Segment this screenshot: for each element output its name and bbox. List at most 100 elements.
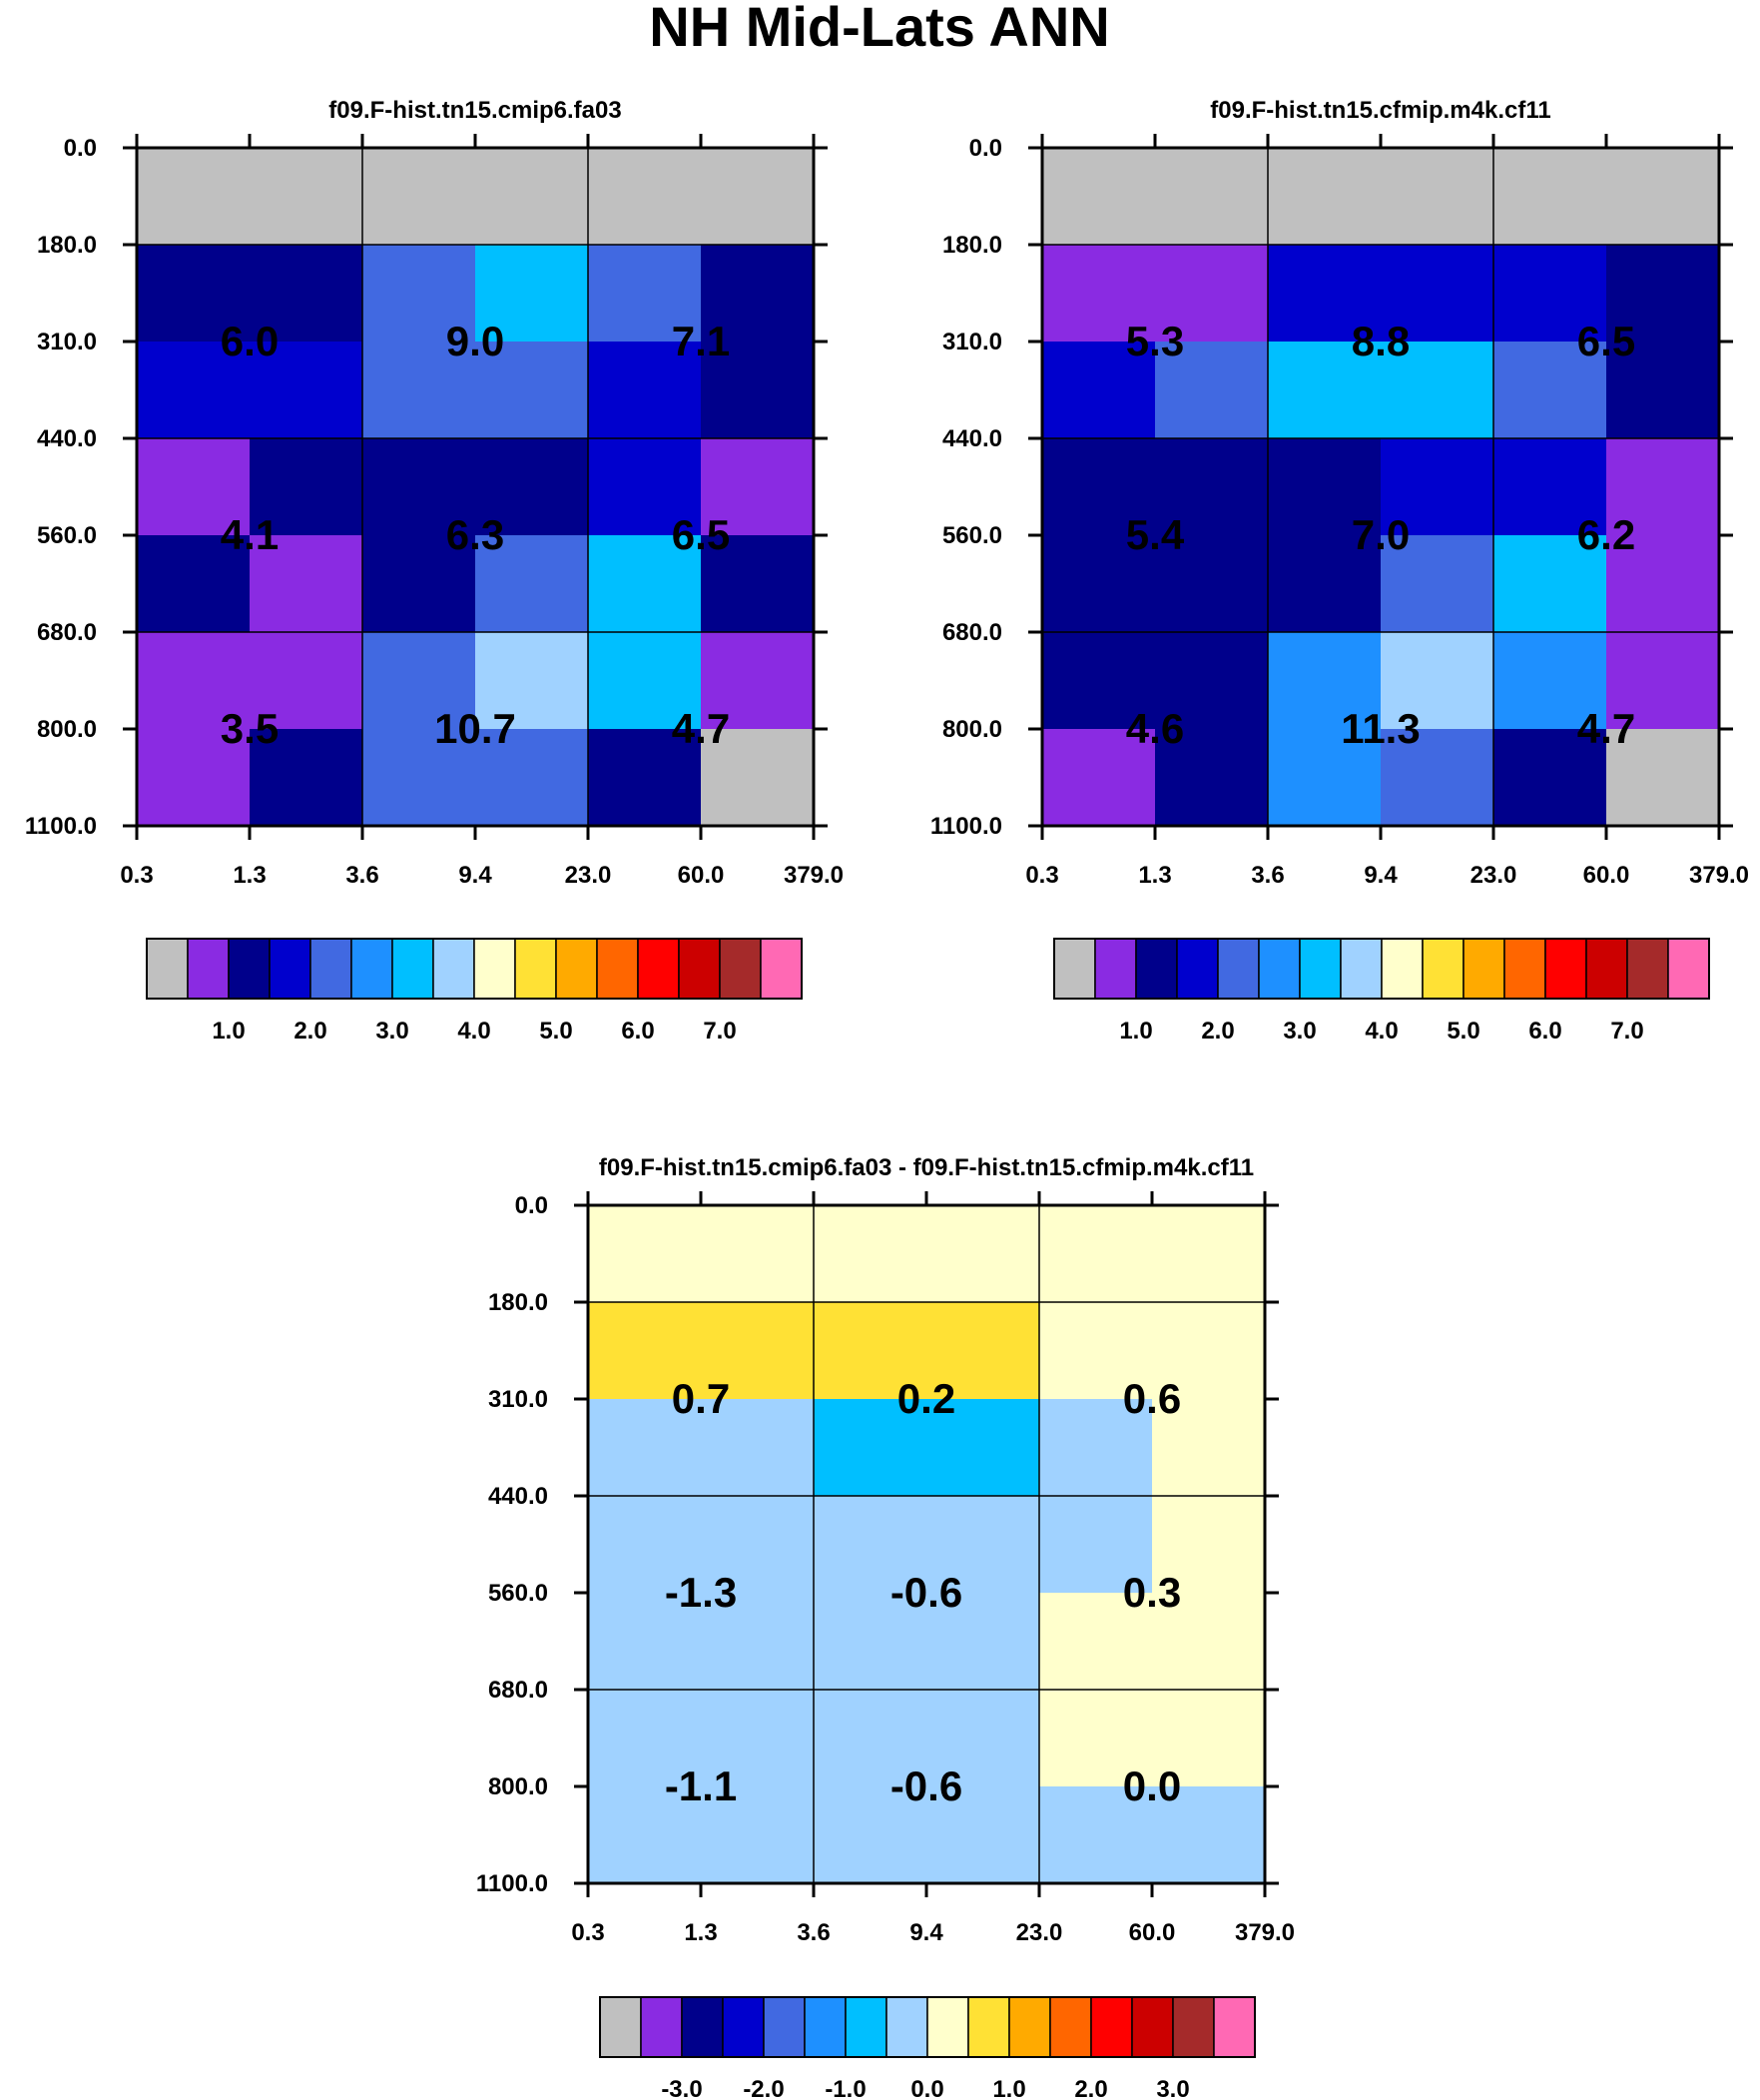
- heatmap-cell: [701, 729, 815, 827]
- data-label: -1.1: [665, 1762, 737, 1809]
- heatmap-cell: [926, 1205, 1040, 1303]
- x-tick-label: 60.0: [1129, 1919, 1176, 1946]
- data-label: 0.0: [1123, 1762, 1181, 1809]
- y-tick-label: 0.0: [64, 135, 97, 162]
- colorbar-frame: [146, 938, 803, 1000]
- heatmap-cell: [1039, 1205, 1153, 1303]
- heatmap-cell: [588, 729, 702, 827]
- heatmap-cell: [362, 148, 476, 246]
- heatmap-cell: [1606, 342, 1720, 439]
- colorbar-swatch: [719, 938, 762, 1000]
- colorbar-label: 7.0: [703, 1018, 736, 1045]
- colorbar-frame: [1053, 938, 1710, 1000]
- heatmap-cell: [475, 342, 589, 439]
- y-tick-label: 0.0: [969, 135, 1002, 162]
- heatmap-cell: [814, 1302, 927, 1400]
- heatmap-cell: [1268, 342, 1382, 439]
- colorbar-swatch: [1008, 1996, 1051, 2058]
- colorbar-swatch: [1217, 938, 1260, 1000]
- heatmap-cell: [1493, 632, 1607, 730]
- colorbar-swatch: [845, 1996, 887, 2058]
- data-label: 4.6: [1126, 705, 1184, 752]
- heatmap-cell: [1042, 148, 1156, 246]
- heatmap-cell: [362, 535, 476, 633]
- heatmap-cell: [1155, 148, 1269, 246]
- colorbar-label: 2.0: [1201, 1018, 1234, 1045]
- heatmap-cell: [1152, 1786, 1266, 1884]
- x-tick-label: 1.3: [1138, 862, 1171, 889]
- colorbar-swatch: [1135, 938, 1178, 1000]
- colorbar: -3.0 -2.0 -1.0 0.0 1.0 2.0 3.0: [599, 1996, 1256, 2100]
- heatmap-cell: [1381, 438, 1494, 536]
- heatmap-cell: [362, 438, 476, 536]
- heatmap-cell: [1042, 535, 1156, 633]
- heatmap-cell: [588, 632, 702, 730]
- data-label: -0.6: [890, 1569, 962, 1616]
- colorbar-swatch: [678, 938, 721, 1000]
- colorbar-swatch: [1626, 938, 1669, 1000]
- colorbar-label: 2.0: [1074, 2076, 1107, 2100]
- x-tick-label: 23.0: [565, 862, 612, 889]
- heatmap-cell: [475, 438, 589, 536]
- y-tick-label: 1100.0: [930, 813, 1002, 840]
- heatmap-cell: [1155, 438, 1269, 536]
- y-tick-label: 800.0: [37, 716, 97, 743]
- y-tick-label: 680.0: [942, 619, 1002, 646]
- data-label: 3.5: [221, 705, 279, 752]
- heatmap-cell: [1381, 245, 1494, 343]
- colorbar-swatch: [967, 1996, 1010, 2058]
- colorbar-swatch: [269, 938, 311, 1000]
- x-tick-label: 3.6: [345, 862, 378, 889]
- colorbar-swatch: [885, 1996, 928, 2058]
- heatmap-cell: [475, 245, 589, 343]
- data-label: 6.0: [221, 318, 279, 364]
- colorbar-swatch: [926, 1996, 969, 2058]
- colorbar-swatch: [1172, 1996, 1215, 2058]
- colorbar-swatch: [1422, 938, 1465, 1000]
- heatmap-cell: [1606, 729, 1720, 827]
- heatmap-cell: [250, 535, 363, 633]
- data-label: 6.2: [1577, 511, 1635, 558]
- colorbar-swatch: [1340, 938, 1383, 1000]
- y-tick-label: 310.0: [942, 329, 1002, 355]
- colorbar-swatch: [1131, 1996, 1174, 2058]
- x-tick-label: 1.3: [684, 1919, 717, 1946]
- colorbar-swatch: [760, 938, 803, 1000]
- heatmap-cell: [814, 1690, 927, 1787]
- data-label: -0.6: [890, 1762, 962, 1809]
- colorbar-label: 2.0: [293, 1018, 326, 1045]
- heatmap-cell: [701, 1399, 815, 1497]
- heatmap-panel-top-right: f09.F-hist.tn15.cfmip.m4k.cf11 0.0 180.0 31…: [930, 97, 1749, 1045]
- y-tick-label: 0.0: [515, 1192, 548, 1219]
- colorbar-label: -3.0: [661, 2076, 702, 2100]
- heatmap-cell: [1039, 1496, 1153, 1594]
- heatmap-cell: [475, 148, 589, 246]
- heatmap-cell: [588, 1205, 702, 1303]
- heatmap-cell: [1155, 535, 1269, 633]
- heatmap-cell: [1152, 1399, 1266, 1497]
- colorbar-swatch: [514, 938, 557, 1000]
- colorbar-swatch: [763, 1996, 806, 2058]
- y-tick-label: 800.0: [488, 1773, 548, 1800]
- colorbar-swatch: [1463, 938, 1505, 1000]
- heatmap-cell: [588, 1399, 702, 1497]
- heatmap-cell: [588, 1302, 702, 1400]
- heatmap-cell: [1606, 148, 1720, 246]
- heatmap-cell: [926, 1496, 1040, 1594]
- colorbar-swatch: [1585, 938, 1628, 1000]
- heatmap-cell: [137, 632, 251, 730]
- heatmap-cell: [1042, 438, 1156, 536]
- heatmap-cell: [926, 1690, 1040, 1787]
- colorbar-label: 3.0: [1283, 1018, 1316, 1045]
- heatmap-cell: [814, 1786, 927, 1884]
- x-tick-label: 23.0: [1470, 862, 1517, 889]
- y-tick-label: 180.0: [488, 1289, 548, 1316]
- heatmap-cell: [475, 729, 589, 827]
- y-tick-label: 800.0: [942, 716, 1002, 743]
- heatmap-cell: [1381, 729, 1494, 827]
- colorbar-swatch: [1381, 938, 1424, 1000]
- x-tick-label: 0.3: [120, 862, 153, 889]
- colorbar-label: 1.0: [1119, 1018, 1152, 1045]
- data-label: 9.0: [446, 318, 504, 364]
